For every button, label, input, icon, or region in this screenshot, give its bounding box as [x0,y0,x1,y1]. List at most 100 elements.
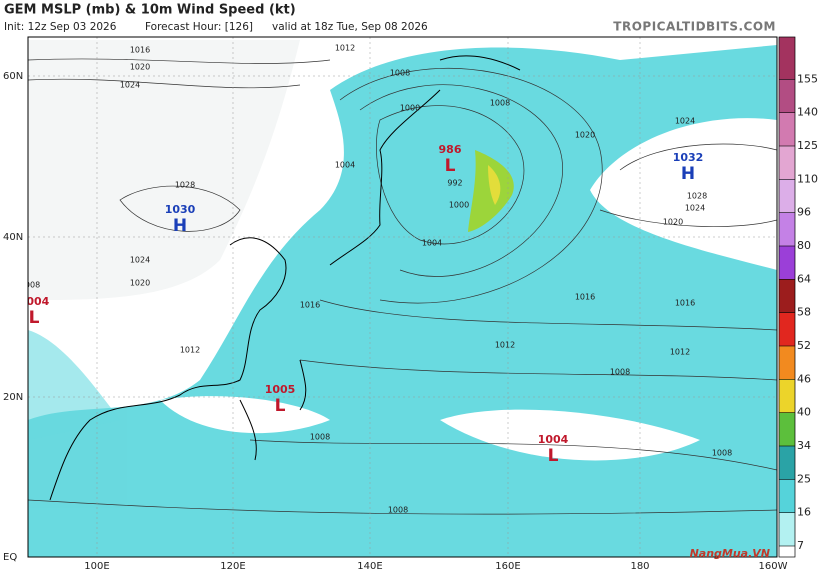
center-letter: L [548,446,559,466]
lat-label: 40N [3,232,23,243]
isobar-label: 1020 [575,131,595,140]
center-value: 1004 [19,295,50,308]
lon-label: 180 [630,561,649,572]
forecast-hour: Forecast Hour: [126] [145,21,253,33]
colorbar-segment [779,312,795,346]
isobar-label: 1004 [422,239,442,248]
isobar-label: 1012 [670,348,690,357]
isobar-label: 1008 [712,449,732,458]
lat-label: 20N [3,392,23,403]
lon-label: 160W [759,561,788,572]
isobar-label: 1016 [575,293,595,302]
coastlines [49,55,521,501]
colorbar-label: 64 [797,272,811,285]
center-value: 1032 [673,151,704,164]
colorbar-label: 16 [797,506,811,519]
colorbar-label: 80 [797,239,811,252]
colorbar-label: 96 [797,206,811,219]
colorbar-frame [778,36,796,558]
isobar-label: 1028 [687,192,707,201]
calm-areas [28,40,760,461]
isobar-label: 1024 [675,117,695,126]
isobar-labels: 1016102010241012100810001004100810201024… [20,44,732,515]
isobar-label: 1012 [495,341,515,350]
colorbar-segment [779,146,795,180]
isobar-label: 992 [447,179,462,188]
lat-label: 60N [3,71,23,82]
isobar-label: 1008 [610,368,630,377]
colorbar-label: 155 [797,72,818,85]
map: 1016102010241012100810001004100810201024… [19,37,777,557]
isobar-label: 1004 [335,161,355,170]
isobar-label: 1016 [130,46,150,55]
jet-peak [488,165,501,205]
colorbar-segment [779,279,795,313]
lat-label: EQ [3,552,17,563]
lon-label: 140E [357,561,382,572]
isobar-label: 1024 [130,256,150,265]
center-value: 986 [439,143,462,156]
colorbar-label: 40 [797,406,811,419]
isobar-label: 1008 [310,433,330,442]
colorbar-label: 25 [797,472,811,485]
site: TROPICALTIDBITS.COM [613,20,776,34]
isobar-label: 1020 [130,279,150,288]
colorbar-segment [779,546,795,557]
isobar-label: 1020 [663,218,683,227]
isobar-label: 1028 [175,181,195,190]
center-value: 1004 [538,433,569,446]
isobar-label: 1012 [180,346,200,355]
isobar-label: 1016 [675,299,695,308]
isobar-label: 1008 [388,506,408,515]
center-letter: H [173,216,187,236]
center-value: 1030 [165,203,196,216]
colorbar-segment [779,446,795,480]
colorbar-label: 125 [797,139,818,152]
colorbar-segment [779,246,795,280]
isobar-label: 1016 [300,301,320,310]
colorbar-label: 7 [797,539,804,552]
center-letter: L [275,396,286,416]
colorbar-segment [779,37,795,80]
isobar-label: 1008 [390,69,410,78]
graticule [28,37,777,557]
init: Init: 12z Sep 03 2026 [4,21,117,33]
isobar-label: 1024 [120,81,140,90]
colorbar-segment [779,346,795,380]
isobar-label: 1000 [400,104,420,113]
colorbar-label: 140 [797,106,818,119]
colorbar-segment [779,179,795,213]
title: GEM MSLP (mb) & 10m Wind Speed (kt) [4,3,296,18]
lon-label: 100E [84,561,109,572]
map-frame [27,36,778,558]
colorbar-label: 58 [797,306,811,319]
colorbar-segment [779,412,795,446]
center-letter: H [681,164,695,184]
colorbar-segment [779,112,795,146]
colorbar-segment [779,79,795,113]
isobar-label: 1008 [490,99,510,108]
isobars [28,58,777,515]
colorbar-label: 52 [797,339,811,352]
isobar-label: 1024 [685,204,705,213]
colorbar-segment [779,212,795,246]
center-letter: L [445,156,456,176]
center-letter: L [29,308,40,328]
axes: 60N 40N 20N EQ 100E 120E 140E 160E 180 160W [3,71,788,572]
colorbar-label: 46 [797,372,811,385]
colorbar-segment [779,379,795,413]
valid: valid at 18z Tue, Sep 08 2026 [272,21,428,33]
colorbar-label: 110 [797,172,818,185]
lon-label: 160E [495,561,520,572]
colorbar-segment [779,479,795,513]
colorbar-label: 34 [797,439,811,452]
isobar-label: 1008 [20,281,40,290]
watermark: NangMua.VN [690,547,770,560]
isobar-label: 1020 [130,63,150,72]
colorbar-segment [779,512,795,546]
isobar-label: 1000 [449,201,469,210]
isobar-label: 1012 [335,44,355,53]
colorbar: 7 16 25 34 40 46 52 58 64 80 96 110 125 140 155 [778,36,818,558]
